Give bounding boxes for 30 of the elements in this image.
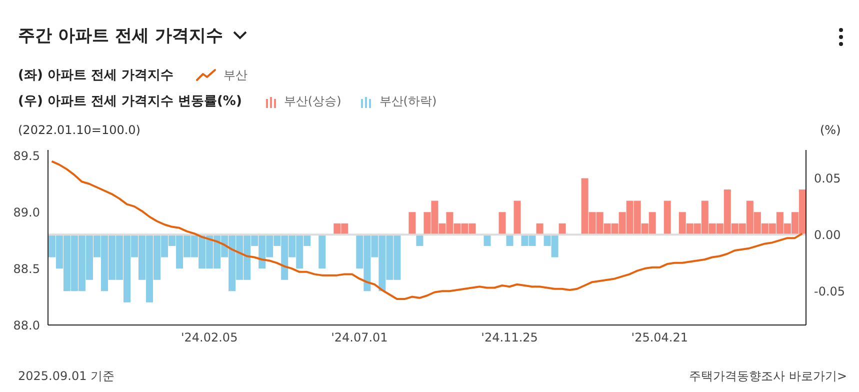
legend-label: 부산(상승) — [282, 92, 342, 110]
x-tick-label: '25.04.21 — [631, 330, 688, 345]
x-tick-label: '24.11.25 — [481, 330, 538, 345]
bar — [408, 212, 416, 235]
bar — [416, 234, 424, 246]
text: (좌) 아파트 전세 가격지수 — [18, 67, 174, 84]
y-tick-label: 88.5 — [13, 262, 40, 276]
y2-tick-label: 0.05 — [814, 171, 841, 186]
bar — [506, 234, 514, 246]
bar — [484, 234, 491, 246]
y2-axis-title: (%) — [820, 123, 841, 137]
line-series — [50, 160, 804, 300]
legend-label: 부산 — [222, 66, 248, 84]
text: (우) 아파트 전세 가격지수 변동률(%) — [18, 93, 242, 110]
bar — [498, 212, 506, 235]
bar — [664, 200, 671, 235]
legend-label: 부산(하락) — [378, 92, 437, 110]
y-axis-title: (2022.01.10=100.0) — [18, 123, 140, 137]
y-tick-label: 89.0 — [13, 205, 40, 220]
y2-tick-label: -0.05 — [814, 284, 846, 298]
bar — [514, 200, 521, 235]
text: 2025.09.01 기준 — [18, 368, 115, 385]
x-tick-label: '24.07.01 — [331, 330, 388, 345]
y-tick-label: 89.5 — [13, 148, 40, 163]
y-tick-label: 88.0 — [13, 318, 40, 332]
x-tick-label: '24.02.05 — [180, 330, 238, 345]
chart-title: 주간 아파트 전세 가격지수 — [18, 25, 224, 47]
bar — [318, 234, 326, 269]
y2-tick-label: 0.00 — [814, 228, 841, 242]
text: 주택가격동향조사 바로가기> — [689, 368, 847, 385]
